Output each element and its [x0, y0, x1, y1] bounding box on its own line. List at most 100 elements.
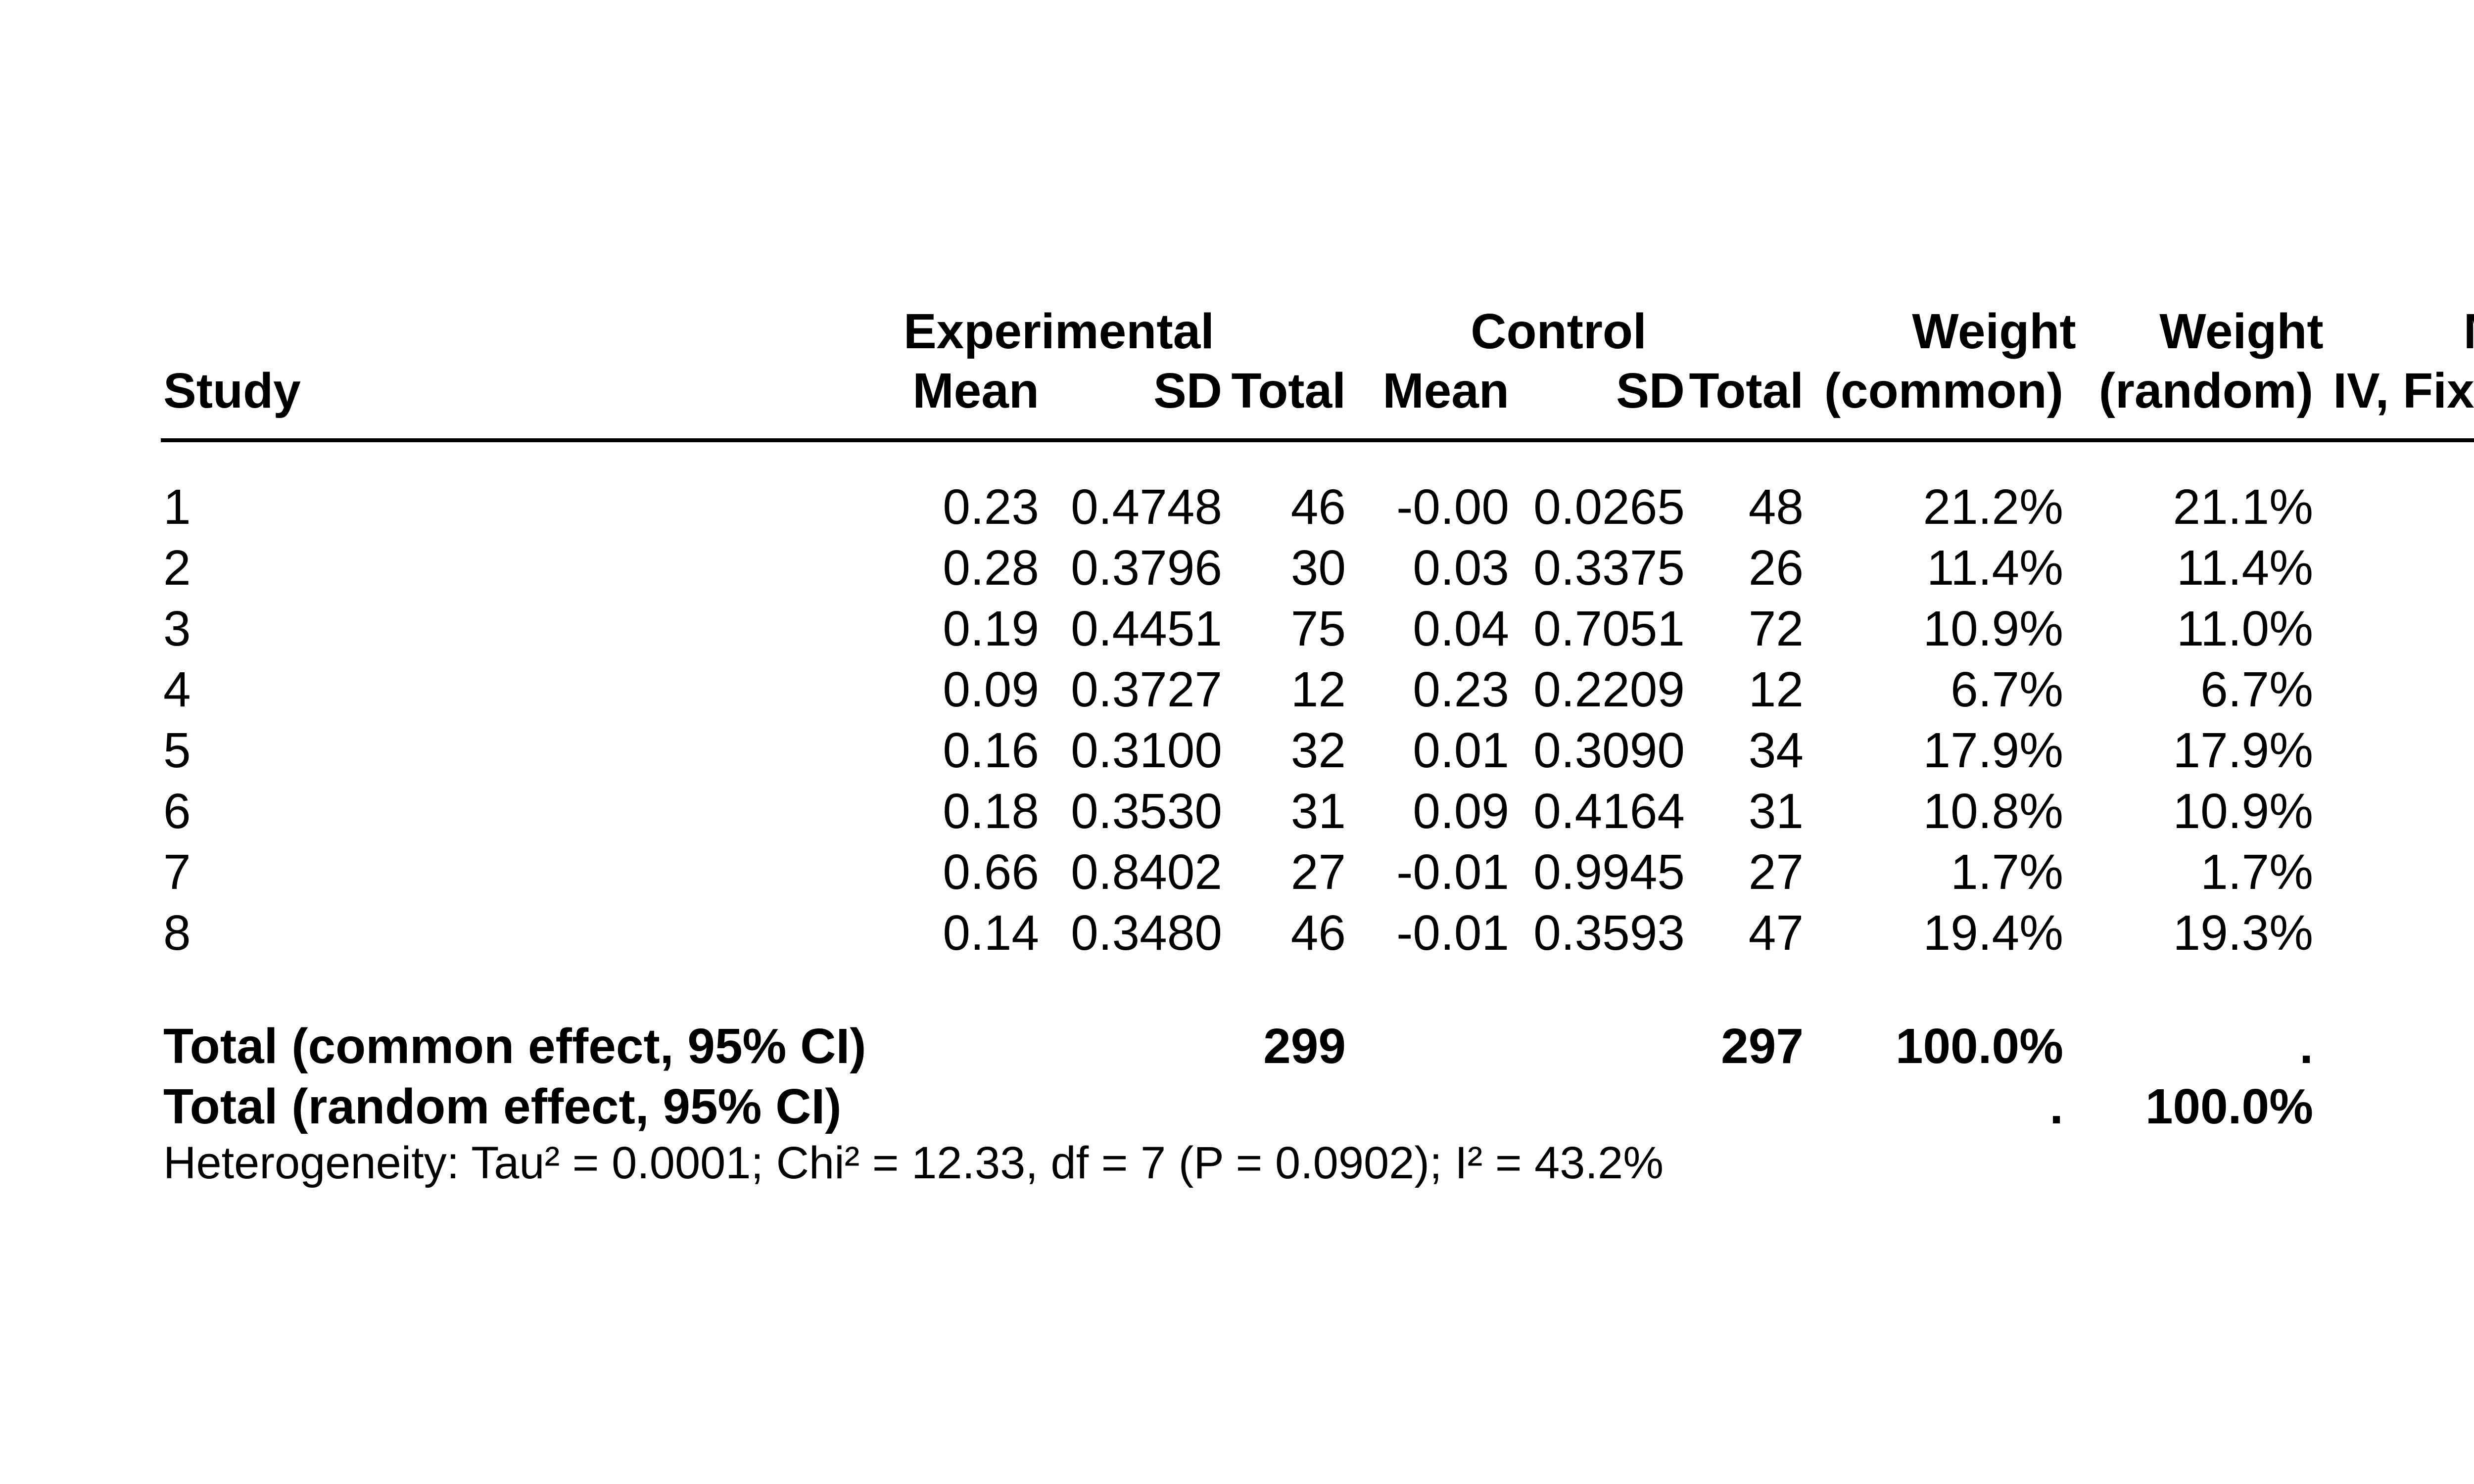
- exp-mean: 0.16: [943, 723, 1039, 778]
- exp-mean: 0.28: [943, 540, 1039, 596]
- study-id: 4: [163, 662, 191, 717]
- exp-total: 46: [1290, 905, 1346, 961]
- study-id: 2: [163, 540, 191, 596]
- header-ctrl-mean: Mean: [1382, 363, 1509, 418]
- header-rule: [161, 438, 2474, 442]
- total-common-label: Total (common effect, 95% CI): [163, 1019, 866, 1074]
- ctrl-total: 47: [1748, 905, 1804, 961]
- ctrl-mean: 0.23: [1413, 662, 1509, 717]
- ctrl-sd: 0.4164: [1533, 784, 1685, 839]
- ctrl-mean: -0.01: [1396, 844, 1509, 900]
- weight-common: 10.9%: [1923, 601, 2063, 656]
- total-common-row: Total (common effect, 95% CI) 299 297 10…: [0, 1016, 2474, 1077]
- ctrl-mean: 0.09: [1413, 784, 1509, 839]
- ctrl-sd: 0.9945: [1533, 844, 1685, 900]
- ctrl-mean: 0.03: [1413, 540, 1509, 596]
- weight-random: 11.0%: [2176, 601, 2313, 656]
- exp-mean: 0.19: [943, 601, 1039, 656]
- study-row: 4 0.09 0.3727 12 0.23 0.2209 12 6.7% 6.7…: [0, 659, 2474, 720]
- weight-common: 6.7%: [1951, 662, 2063, 717]
- study-row: 8 0.14 0.3480 46 -0.01 0.3593 47 19.4% 1…: [0, 902, 2474, 964]
- ctrl-sd: 0.0265: [1533, 479, 1685, 535]
- header-ctrl-sd: SD: [1616, 363, 1685, 418]
- exp-total: 31: [1290, 784, 1346, 839]
- ctrl-total: 72: [1748, 601, 1804, 656]
- weight-random: 17.9%: [2173, 723, 2313, 778]
- header-control: Control: [1471, 304, 1647, 359]
- exp-sd: 0.3727: [1071, 662, 1222, 717]
- study-row: 3 0.19 0.4451 75 0.04 0.7051 72 10.9% 11…: [0, 598, 2474, 659]
- total-random-label: Total (random effect, 95% CI): [163, 1079, 842, 1134]
- exp-sd: 0.3796: [1071, 540, 1222, 596]
- weight-common: 19.4%: [1923, 905, 2063, 961]
- weight-common: 21.2%: [1923, 479, 2063, 535]
- ctrl-total: 48: [1748, 479, 1804, 535]
- header-experimental: Experimental: [903, 304, 1215, 359]
- weight-common: 17.9%: [1923, 723, 2063, 778]
- total-common-exp-total: 299: [1263, 1019, 1346, 1074]
- weight-common: 10.8%: [1923, 784, 2063, 839]
- exp-mean: 0.09: [943, 662, 1039, 717]
- header-weight-common-2: (common): [1824, 363, 2063, 418]
- study-id: 1: [163, 479, 191, 535]
- header-md-text-1: Mean Difference: [2464, 304, 2474, 359]
- weight-common: 11.4%: [1926, 540, 2063, 596]
- study-id: 6: [163, 784, 191, 839]
- exp-sd: 0.4748: [1071, 479, 1222, 535]
- weight-common: 1.7%: [1951, 844, 2063, 900]
- header-row-groups: Experimental Control Weight Weight Mean …: [0, 304, 2474, 359]
- ctrl-sd: 0.7051: [1533, 601, 1685, 656]
- weight-random: 11.4%: [2176, 540, 2313, 596]
- exp-total: 75: [1290, 601, 1346, 656]
- ctrl-mean: 0.04: [1413, 601, 1509, 656]
- total-random-weight-common: .: [2049, 1079, 2063, 1134]
- header-exp-total: Total: [1231, 363, 1346, 418]
- ctrl-sd: 0.2209: [1533, 662, 1685, 717]
- exp-sd: 0.3530: [1071, 784, 1222, 839]
- study-id: 7: [163, 844, 191, 900]
- header-row-columns: Study Mean SD Total Mean SD Total (commo…: [0, 364, 2474, 418]
- header-exp-sd: SD: [1153, 363, 1222, 418]
- exp-mean: 0.18: [943, 784, 1039, 839]
- ctrl-total: 31: [1748, 784, 1804, 839]
- study-row: 2 0.28 0.3796 30 0.03 0.3375 26 11.4% 11…: [0, 537, 2474, 599]
- ctrl-total: 26: [1748, 540, 1804, 596]
- exp-total: 30: [1290, 540, 1346, 596]
- ctrl-sd: 0.3375: [1533, 540, 1685, 596]
- study-id: 8: [163, 905, 191, 961]
- exp-sd: 0.4451: [1071, 601, 1222, 656]
- header-study: Study: [163, 363, 301, 418]
- header-ctrl-total: Total: [1689, 363, 1804, 418]
- md-ci: -0.13 [-0.38; 0.11]: [2473, 659, 2474, 720]
- exp-sd: 0.3100: [1071, 723, 1222, 778]
- weight-random: 1.7%: [2200, 844, 2313, 900]
- total-common-weight-common: 100.0%: [1895, 1019, 2063, 1074]
- weight-random: 21.1%: [2173, 479, 2313, 535]
- header-weight-random-2: (random): [2098, 363, 2313, 418]
- weight-random: 19.3%: [2173, 905, 2313, 961]
- exp-total: 32: [1290, 723, 1346, 778]
- exp-sd: 0.8402: [1071, 844, 1222, 900]
- weight-random: 6.7%: [2200, 662, 2313, 717]
- total-common-weight-random: .: [2299, 1019, 2313, 1074]
- weight-random: 10.9%: [2173, 784, 2313, 839]
- total-common-ctrl-total: 297: [1721, 1019, 1804, 1074]
- heterogeneity-note: Heterogeneity: Tau² = 0.0001; Chi² = 12.…: [163, 1138, 1664, 1188]
- exp-total: 46: [1290, 479, 1346, 535]
- header-md-text-2: IV, Fixed + Random, 95% CI: [2333, 363, 2474, 418]
- total-random-weight-random: 100.0%: [2145, 1079, 2313, 1134]
- exp-mean: 0.14: [943, 905, 1039, 961]
- study-row: 7 0.66 0.8402 27 -0.01 0.9945 27 1.7% 1.…: [0, 841, 2474, 903]
- ctrl-total: 12: [1748, 662, 1804, 717]
- ctrl-total: 34: [1748, 723, 1804, 778]
- header-exp-mean: Mean: [912, 363, 1039, 418]
- ctrl-sd: 0.3593: [1533, 905, 1685, 961]
- exp-mean: 0.66: [943, 844, 1039, 900]
- study-row: 1 0.23 0.4748 46 -0.00 0.0265 48 21.2% 2…: [0, 476, 2474, 538]
- ctrl-total: 27: [1748, 844, 1804, 900]
- header-weight-random-1: Weight: [2159, 304, 2324, 359]
- ctrl-sd: 0.3090: [1533, 723, 1685, 778]
- study-row: 5 0.16 0.3100 32 0.01 0.3090 34 17.9% 17…: [0, 720, 2474, 781]
- ctrl-mean: -0.00: [1396, 479, 1509, 535]
- study-row: 6 0.18 0.3530 31 0.09 0.4164 31 10.8% 10…: [0, 781, 2474, 842]
